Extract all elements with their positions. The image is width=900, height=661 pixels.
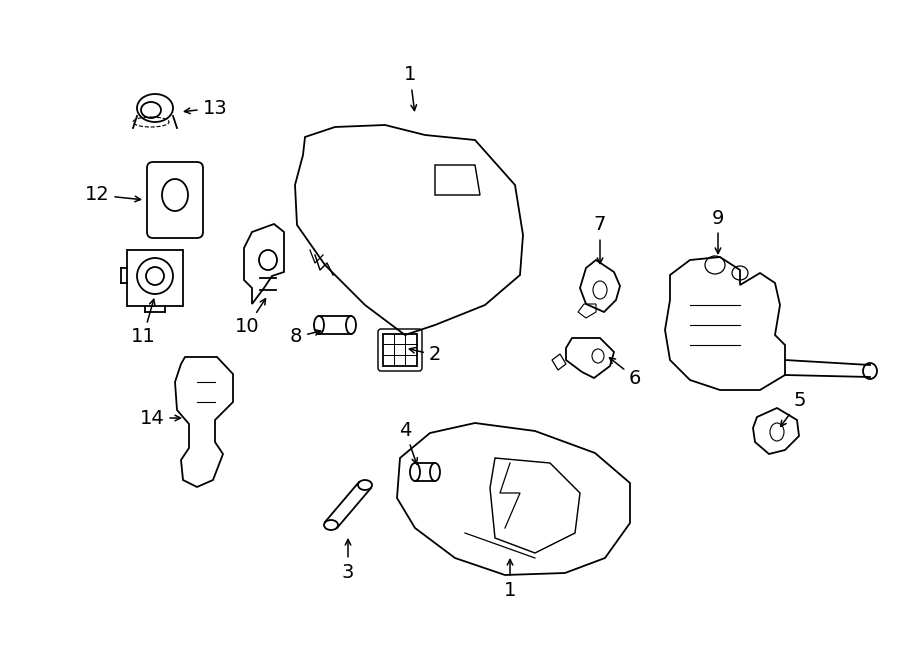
Text: 11: 11 <box>130 299 156 346</box>
Text: 10: 10 <box>235 299 266 336</box>
Text: 6: 6 <box>609 358 641 387</box>
Text: 4: 4 <box>399 420 418 464</box>
Text: 1: 1 <box>504 559 517 600</box>
Text: 14: 14 <box>140 408 181 428</box>
Text: 12: 12 <box>85 186 140 204</box>
Text: 5: 5 <box>780 391 806 426</box>
Text: 3: 3 <box>342 539 355 582</box>
Text: 1: 1 <box>404 65 417 110</box>
Text: 9: 9 <box>712 208 724 254</box>
Text: 8: 8 <box>290 327 320 346</box>
Text: 13: 13 <box>184 98 228 118</box>
Text: 2: 2 <box>410 346 441 364</box>
Text: 7: 7 <box>594 215 607 264</box>
